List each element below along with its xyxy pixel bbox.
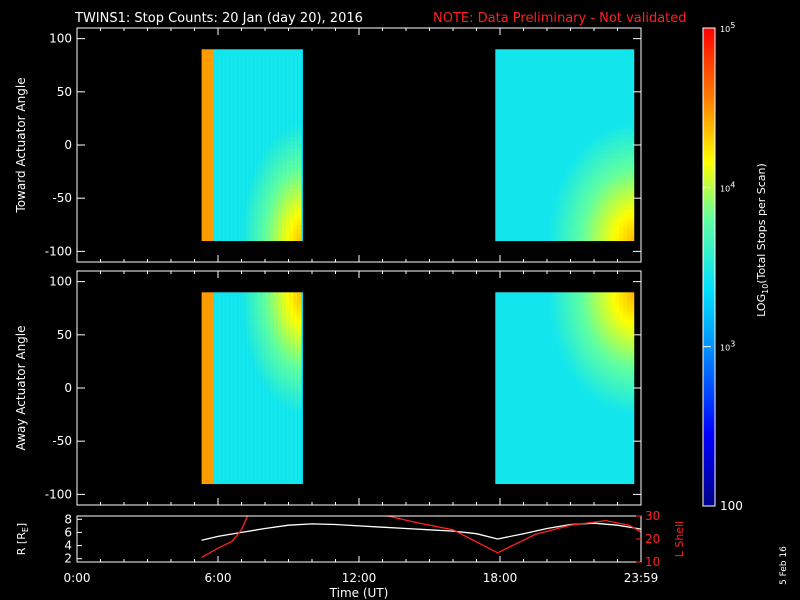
orbit-ytick-label: 8 [64, 512, 72, 526]
colorbar-ticks: 105 104 103 100 [703, 21, 743, 513]
toward-data-block [201, 49, 303, 242]
lshell-ytick-label: 10 [645, 555, 660, 569]
away-ylabel: Away Actuator Angle [14, 325, 28, 450]
xtick-label: 23:59 [624, 571, 659, 585]
orbit-ytick-label: 6 [64, 525, 72, 539]
toward-data-block [495, 49, 635, 242]
away-ytick-label: 0 [64, 381, 72, 395]
orbit-ytick-label: 4 [64, 539, 72, 553]
colorbar-tick-label: 105 [720, 21, 735, 34]
xtick-label: 6:00 [205, 571, 232, 585]
date-stamp: 5 Feb 16 [779, 546, 789, 585]
toward-ytick-label: 100 [49, 32, 72, 46]
away-ytick-label: 50 [57, 328, 72, 342]
away-panel: -100 -50 0 50 100 Away Actuator Angle [14, 270, 642, 506]
radius-line [201, 522, 641, 541]
away-ytick-label: 100 [49, 275, 72, 289]
toward-panel: -100 -50 0 50 100 Toward Actuator Angle [14, 27, 642, 263]
away-data-block [495, 292, 635, 485]
colorbar-tick-label: 103 [720, 340, 735, 353]
away-ytick-label: -100 [45, 487, 72, 501]
toward-ylabel: Toward Actuator Angle [14, 77, 28, 213]
lshell-ytick-label: 30 [645, 509, 660, 523]
colorbar-label: LOG10(Total Stops per Scan) [755, 163, 770, 317]
orbit-ytick-label: 2 [64, 552, 72, 566]
colorbar-tick-label: 100 [720, 499, 743, 513]
orbit-frame [76, 515, 642, 563]
lshell-label: L Shell [673, 521, 686, 557]
away-ytick-label: -50 [52, 434, 72, 448]
preliminary-note: NOTE: Data Preliminary - Not validated [433, 11, 687, 26]
lshell-ytick-label: 20 [645, 532, 660, 546]
xtick-label: 0:00 [64, 571, 91, 585]
chart-title: TWINS1: Stop Counts: 20 Jan (day 20), 20… [74, 11, 363, 26]
toward-ytick-label: 50 [57, 85, 72, 99]
xtick-label: 12:00 [342, 571, 377, 585]
colorbar-tick-label: 104 [720, 180, 735, 193]
lshell-line [201, 516, 641, 558]
away-data-block [201, 292, 303, 485]
xtick-label: 18:00 [483, 571, 518, 585]
toward-ytick-label: 0 [64, 138, 72, 152]
colorbar [702, 27, 716, 507]
toward-ytick-label: -50 [52, 191, 72, 205]
toward-ytick-label: -100 [45, 244, 72, 258]
xlabel: Time (UT) [329, 586, 389, 600]
orbit-ylabel: R [RE] [15, 523, 30, 555]
